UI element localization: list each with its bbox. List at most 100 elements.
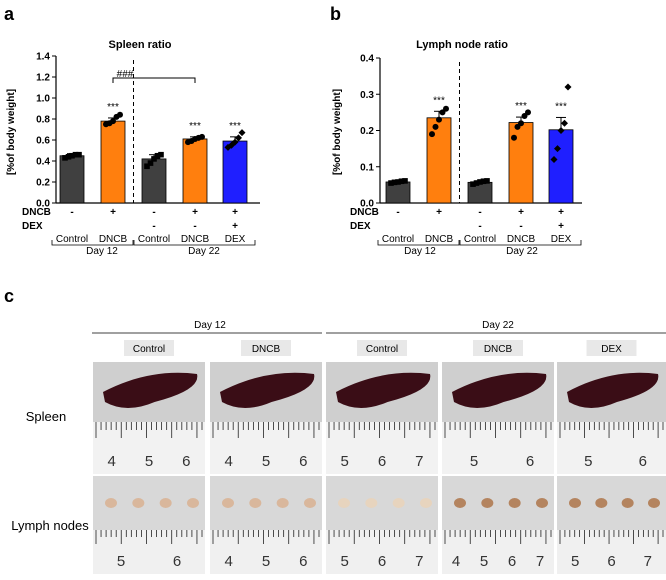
chart-a-bar-1 [100, 120, 126, 204]
lymph-ruler-0 [93, 530, 205, 574]
chart-a-ytick-label-5: 1.0 [36, 94, 50, 105]
lymph-node-1-3 [304, 498, 316, 508]
chart-b-point-2-4 [484, 178, 490, 184]
panel-letter-a: a [4, 4, 15, 24]
chart-a-point-2-4 [158, 151, 164, 158]
photo-day12-header: Day 12 [194, 320, 226, 331]
chart-a-row-label-dncb: DNCB [22, 207, 51, 218]
chart-a-signif-3: *** [189, 121, 201, 132]
chart-a-point-1-2 [110, 118, 116, 125]
chart-a-treat-0-3: + [192, 207, 198, 218]
chart-a-point-0-1 [65, 154, 72, 160]
chart-a-treat-1-2: - [152, 221, 155, 232]
chart-a-row-label-dex: DEX [22, 221, 43, 232]
spleen-ruler-4 [557, 422, 666, 474]
column-label-4: DEX [601, 344, 622, 355]
chart-a-point-0-0 [62, 155, 68, 161]
chart-a-point-4-3 [235, 134, 242, 142]
chart-b-row-label-dncb: DNCB [350, 207, 379, 218]
lymph-node-3-1 [481, 498, 494, 508]
spleen-ruler-num-1-2: 6 [299, 453, 307, 470]
chart-a-group-day22: Day 22 [188, 246, 220, 257]
lymph-node-0-0 [105, 498, 117, 508]
chart-b-category-2: Control [464, 234, 496, 245]
lymph-node-2-3 [420, 498, 432, 508]
chart-a-point-2-1 [147, 160, 154, 166]
chart-a-point-0-4 [76, 151, 82, 158]
chart-b-signif-1: *** [433, 95, 445, 106]
chart-b-point-4-4 [564, 83, 572, 91]
chart-a-ylabel: [%of body weight] [6, 89, 17, 175]
column-label-bg-4 [586, 340, 637, 356]
chart-b-treat-1-4: + [558, 221, 564, 232]
column-label-1: DNCB [252, 344, 281, 355]
lymph-node-4-1 [595, 498, 608, 508]
chart-b-point-0-2 [395, 179, 401, 185]
chart-a-point-4-2 [231, 138, 239, 146]
photo-panel: Day 12 Day 22 Spleen Lymph nodes Control… [11, 320, 666, 574]
lymph-ruler-num-2-1: 6 [378, 553, 386, 570]
lymph-ruler-num-1-0: 4 [224, 553, 232, 570]
spleen-ruler-num-3-0: 5 [470, 453, 478, 470]
chart-b-treat-0-2: - [478, 207, 481, 218]
chart-a-bar-3 [182, 138, 208, 204]
chart-a-ytick-label-0: 0.0 [36, 199, 50, 210]
chart-a-group-day12: Day 12 [86, 246, 118, 257]
chart-b-category-0: Control [382, 234, 414, 245]
lymph-ruler-num-4-2: 7 [644, 553, 652, 570]
chart-b-point-0-4 [402, 178, 408, 184]
spleen-ruler-num-0-1: 5 [145, 453, 153, 470]
chart-b-category-1: DNCB [425, 234, 454, 245]
spleen-specimen-2 [336, 372, 431, 408]
lymph-ruler-num-2-2: 7 [415, 553, 423, 570]
spleen-ruler-num-4-0: 5 [584, 453, 592, 470]
spleen-ruler-num-1-0: 4 [224, 453, 232, 470]
chart-a-treat-1-4: + [232, 221, 238, 232]
chart-a-treat-0-0: - [70, 207, 73, 218]
chart-a-category-2: Control [138, 234, 170, 245]
chart-b-point-2-1 [473, 180, 480, 186]
lymph-ruler-num-0-0: 5 [117, 553, 125, 570]
lymph-ruler-num-2-0: 5 [340, 553, 348, 570]
chart-b-signif-3: *** [515, 101, 527, 112]
lymph-node-0-1 [132, 498, 145, 508]
lymph-ruler-num-1-1: 5 [262, 553, 270, 570]
chart-a-ytick-label-6: 1.2 [36, 73, 50, 84]
chart-b-treat-0-1: + [436, 207, 442, 218]
lymph-node-3-0 [454, 498, 466, 508]
lymph-node-1-2 [276, 498, 289, 508]
chart-b-row-label-dex: DEX [350, 221, 371, 232]
lymph-ruler-3 [442, 530, 554, 574]
lymph-ruler-num-3-3: 7 [536, 553, 544, 570]
column-label-bg-3 [473, 340, 523, 356]
chart-b-treat-1-3: - [519, 221, 522, 232]
spleen-ruler-3 [442, 422, 554, 474]
chart-b-treat-1-2: - [478, 221, 481, 232]
column-label-bg-0 [124, 340, 174, 356]
chart-a-treat-0-1: + [110, 207, 116, 218]
chart-a-point-4-4 [238, 129, 246, 137]
lymph-node-2-2 [392, 498, 405, 508]
chart-b-signif-4: *** [555, 101, 567, 112]
chart-b-point-1-2 [436, 116, 442, 123]
lymph-node-0-2 [159, 498, 172, 508]
chart-a-comparison-bracket [112, 77, 196, 83]
column-label-bg-1 [241, 340, 291, 356]
spleen-ruler-num-2-0: 5 [340, 453, 348, 470]
chart-b-treat-0-4: + [558, 207, 564, 218]
spleen-ruler-num-2-1: 6 [378, 453, 386, 470]
chart-a-group-bracket-1 [133, 240, 256, 246]
chart-a-point-1-4 [117, 111, 123, 118]
lymph-ruler-num-1-2: 6 [299, 553, 307, 570]
chart-a-ytick-label-4: 0.8 [36, 115, 50, 126]
chart-a-point-3-4 [199, 133, 205, 140]
chart-b-point-0-3 [398, 178, 405, 185]
chart-b-point-0-0 [388, 180, 394, 186]
row-label-spleen: Spleen [26, 409, 66, 424]
chart-a-category-4: DEX [225, 234, 246, 245]
chart-a-ytick-label-1: 0.2 [36, 178, 50, 189]
spleen-ruler-num-3-1: 6 [526, 453, 534, 470]
spleen-ratio-chart: Spleen ratio [%of body weight] DNCB DEX … [6, 39, 260, 257]
chart-a-bracket-label: ### [117, 69, 134, 80]
